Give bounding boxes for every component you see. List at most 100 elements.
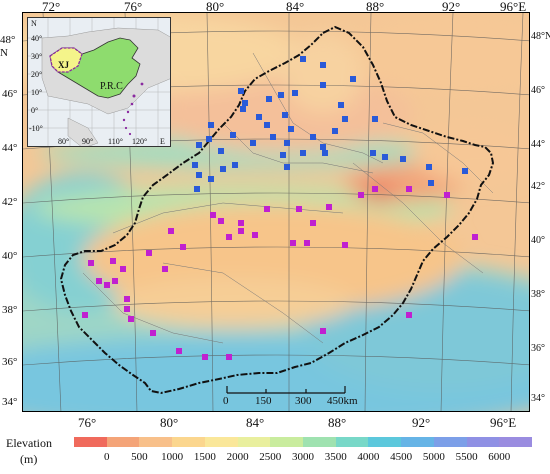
lat-label-left: 42°: [2, 196, 18, 208]
blue-station-marker: [288, 126, 294, 132]
lat-label-left: 34°: [2, 396, 18, 408]
legend-value-label: 1000: [161, 451, 184, 463]
legend-value-label: 500: [131, 451, 148, 463]
blue-station-marker: [250, 140, 256, 146]
lon-label-top: 76°: [124, 0, 143, 14]
magenta-station-marker: [326, 204, 332, 210]
magenta-station-marker: [252, 232, 258, 238]
lon-label-bottom: 84°: [246, 415, 265, 430]
legend-value-label: 5500: [455, 451, 478, 463]
scale-label: 0: [223, 395, 229, 407]
magenta-station-marker: [120, 266, 126, 272]
blue-station-marker: [196, 172, 202, 178]
magenta-station-marker: [296, 206, 302, 212]
lon-label-bottom: 76°: [78, 415, 97, 430]
blue-station-marker: [208, 122, 214, 128]
blue-station-marker: [256, 114, 262, 120]
inset-lon-label: 110°: [108, 137, 123, 146]
scale-bar-graphic: [226, 386, 346, 394]
lon-label-top: 84°: [286, 0, 305, 14]
legend-swatch: [433, 437, 467, 447]
blue-station-marker: [426, 164, 432, 170]
magenta-station-marker: [162, 266, 168, 272]
inset-country-label: P.R.C: [100, 81, 123, 92]
magenta-station-marker: [210, 212, 216, 218]
scale-bar: 0 150 300 450km: [221, 383, 358, 409]
legend-swatch: [466, 437, 500, 447]
lat-label-right: 34°: [531, 393, 545, 404]
magenta-station-marker: [124, 306, 130, 312]
blue-station-marker: [338, 102, 344, 108]
scale-label: 450km: [327, 395, 358, 407]
blue-station-marker: [400, 156, 406, 162]
lat-label-right: 48°N: [531, 31, 550, 42]
blue-station-marker: [320, 82, 326, 88]
legend-value-label: 2500: [259, 451, 282, 463]
legend-swatch: [237, 437, 271, 447]
magenta-station-marker: [264, 206, 270, 212]
lat-label-left: 38°: [2, 304, 18, 316]
lon-label-top: 80°: [206, 0, 225, 14]
legend-swatch: [204, 437, 238, 447]
magenta-station-marker: [238, 220, 244, 226]
magenta-station-marker: [406, 312, 412, 318]
legend-title: Elevation: [6, 436, 52, 450]
lat-label-right: 36°: [531, 343, 545, 354]
magenta-station-marker: [310, 220, 316, 226]
magenta-station-marker: [110, 258, 116, 264]
legend-swatch: [106, 437, 140, 447]
legend-value-label: 3000: [292, 451, 314, 463]
blue-station-marker: [264, 122, 270, 128]
inset-region-label: XJ: [58, 60, 69, 70]
blue-station-marker: [218, 148, 224, 154]
blue-station-marker: [320, 62, 326, 68]
lon-label-top: 72°: [42, 0, 61, 14]
inset-lon-label: 90°: [82, 137, 94, 146]
lat-label-right: 46°: [531, 85, 545, 96]
legend-value-label: 2000: [226, 451, 249, 463]
lon-label-bottom: 88°: [328, 415, 347, 430]
lat-label-left: 46°: [2, 88, 18, 100]
blue-station-marker: [240, 106, 246, 112]
blue-station-marker: [266, 96, 272, 102]
blue-station-marker: [208, 176, 214, 182]
blue-station-marker: [196, 142, 202, 148]
blue-station-marker: [230, 132, 236, 138]
magenta-station-marker: [320, 328, 326, 334]
magenta-station-marker: [112, 278, 118, 284]
magenta-station-marker: [226, 354, 232, 360]
magenta-station-marker: [444, 192, 450, 198]
magenta-station-marker: [358, 192, 364, 198]
blue-station-marker: [342, 116, 348, 122]
blue-station-marker: [242, 100, 248, 106]
blue-stations: [192, 56, 468, 192]
inset-lat-label: 20°: [31, 70, 43, 79]
blue-station-marker: [278, 92, 284, 98]
legend-swatch: [139, 437, 173, 447]
magenta-station-marker: [238, 228, 244, 234]
magenta-station-marker: [180, 244, 186, 250]
legend-value-label: 5000: [422, 451, 445, 463]
inset-lat-label: N: [31, 19, 37, 28]
inset-map: N 40° 30° 20° 10° 0° -10° 80° 90° 110° 1…: [27, 17, 171, 147]
legend-value-label: 3500: [324, 451, 347, 463]
blue-station-marker: [310, 134, 316, 140]
blue-station-marker: [332, 128, 338, 134]
magenta-station-marker: [146, 250, 152, 256]
blue-station-marker: [232, 162, 238, 168]
scale-label: 150: [255, 395, 272, 407]
inset-lon-label: 80°: [58, 137, 70, 146]
magenta-station-marker: [342, 242, 348, 248]
blue-station-marker: [350, 76, 356, 82]
blue-station-marker: [320, 144, 326, 150]
inset-lat-label: 30°: [31, 52, 43, 61]
legend-value-label: 6000: [488, 451, 511, 463]
legend-swatch: [74, 437, 107, 447]
blue-station-marker: [270, 134, 276, 140]
inset-lat-label: 40°: [31, 34, 43, 43]
inset-lat-label: 10°: [31, 88, 43, 97]
blue-station-marker: [300, 150, 306, 156]
blue-station-marker: [194, 186, 200, 192]
blue-station-marker: [382, 154, 388, 160]
magenta-station-marker: [290, 240, 296, 246]
